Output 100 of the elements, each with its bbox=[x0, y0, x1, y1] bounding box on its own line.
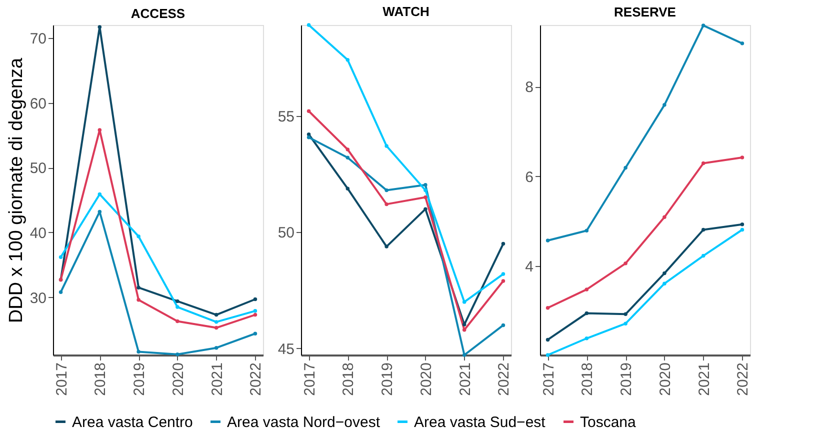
point bbox=[740, 156, 744, 160]
point bbox=[136, 234, 140, 238]
x-tick-label: 2020 bbox=[418, 362, 435, 396]
point bbox=[501, 279, 506, 283]
point bbox=[98, 210, 102, 214]
point bbox=[136, 298, 140, 302]
chart-title: RESERVE bbox=[614, 4, 676, 20]
y-tick-label: 8 bbox=[525, 79, 534, 96]
y-tick-label: 4 bbox=[525, 258, 534, 276]
point bbox=[424, 183, 428, 187]
point bbox=[462, 353, 466, 357]
point bbox=[740, 228, 744, 232]
x-tick-label: 2020 bbox=[170, 362, 187, 396]
x-tick-label: 2021 bbox=[696, 362, 713, 396]
point bbox=[98, 128, 102, 132]
point bbox=[346, 186, 350, 190]
point bbox=[546, 238, 550, 242]
y-tick-label: 70 bbox=[30, 30, 46, 48]
x-tick-label: 2017 bbox=[540, 362, 558, 396]
point bbox=[624, 166, 628, 170]
point bbox=[546, 306, 550, 310]
point bbox=[701, 254, 706, 258]
point bbox=[346, 156, 350, 160]
point bbox=[662, 215, 666, 220]
point bbox=[584, 336, 589, 340]
point bbox=[546, 338, 550, 342]
x-tick-label: 2022 bbox=[496, 362, 513, 396]
point bbox=[253, 297, 258, 302]
x-tick-label: 2018 bbox=[579, 362, 596, 396]
point bbox=[584, 288, 589, 292]
y-tick-label: 60 bbox=[30, 95, 46, 112]
x-tick-label: 2021 bbox=[208, 362, 226, 396]
point bbox=[136, 286, 140, 290]
point bbox=[701, 228, 706, 232]
x-tick-label: 2018 bbox=[340, 362, 358, 396]
point bbox=[176, 299, 180, 304]
point bbox=[384, 202, 388, 206]
point bbox=[624, 312, 628, 316]
x-tick-label: 2019 bbox=[131, 362, 148, 396]
legend-label: Toscana bbox=[580, 414, 637, 431]
chart-title: ACCESS bbox=[130, 6, 186, 21]
point bbox=[384, 144, 388, 148]
point bbox=[546, 353, 550, 357]
y-tick-label: 50 bbox=[30, 160, 46, 178]
point bbox=[306, 23, 311, 27]
point bbox=[253, 309, 258, 313]
x-tick-label: 2022 bbox=[248, 362, 265, 396]
point bbox=[424, 195, 428, 200]
point bbox=[346, 58, 350, 62]
point bbox=[214, 326, 218, 330]
point bbox=[462, 322, 466, 326]
chart-title: WATCH bbox=[382, 4, 430, 20]
legend-label: Area vasta Nord−ovest bbox=[227, 414, 381, 431]
point bbox=[624, 322, 628, 326]
y-tick-label: 45 bbox=[278, 340, 294, 358]
point bbox=[98, 25, 102, 29]
x-tick-label: 2020 bbox=[656, 362, 674, 396]
point bbox=[176, 352, 180, 356]
point bbox=[501, 272, 506, 276]
point bbox=[740, 42, 744, 46]
point bbox=[98, 192, 102, 196]
x-tick-label: 2019 bbox=[618, 362, 636, 396]
point bbox=[346, 148, 350, 152]
point bbox=[58, 290, 63, 294]
point bbox=[424, 207, 428, 211]
point bbox=[662, 271, 666, 276]
point bbox=[584, 311, 589, 316]
point bbox=[501, 323, 506, 328]
y-tick-label: 30 bbox=[30, 290, 46, 307]
y-tick-label: 40 bbox=[30, 224, 46, 242]
point bbox=[58, 255, 63, 259]
point bbox=[136, 350, 140, 354]
point bbox=[624, 262, 628, 266]
x-tick-label: 2017 bbox=[53, 362, 70, 396]
point bbox=[740, 222, 744, 226]
point bbox=[701, 24, 706, 28]
point bbox=[384, 188, 388, 192]
point bbox=[384, 244, 388, 248]
point bbox=[253, 332, 258, 336]
x-tick-label: 2019 bbox=[379, 362, 396, 396]
point bbox=[306, 136, 311, 140]
x-tick-label: 2018 bbox=[92, 362, 110, 396]
point bbox=[253, 312, 258, 317]
y-tick-label: 55 bbox=[278, 108, 294, 126]
y-axis-title: DDD x 100 giornate di degenza bbox=[6, 58, 27, 324]
point bbox=[701, 161, 706, 166]
line-series bbox=[306, 23, 506, 304]
x-tick-label: 2021 bbox=[456, 362, 474, 396]
point bbox=[462, 328, 466, 332]
x-tick-label: 2022 bbox=[734, 362, 752, 396]
point bbox=[662, 282, 666, 286]
point bbox=[501, 242, 506, 246]
legend-label: Area vasta Centro bbox=[72, 414, 193, 431]
point bbox=[306, 132, 311, 136]
x-tick-label: 2017 bbox=[301, 362, 318, 396]
y-tick-label: 50 bbox=[278, 224, 294, 242]
point bbox=[214, 320, 218, 324]
point bbox=[424, 188, 428, 192]
point bbox=[306, 109, 311, 113]
point bbox=[214, 312, 218, 317]
